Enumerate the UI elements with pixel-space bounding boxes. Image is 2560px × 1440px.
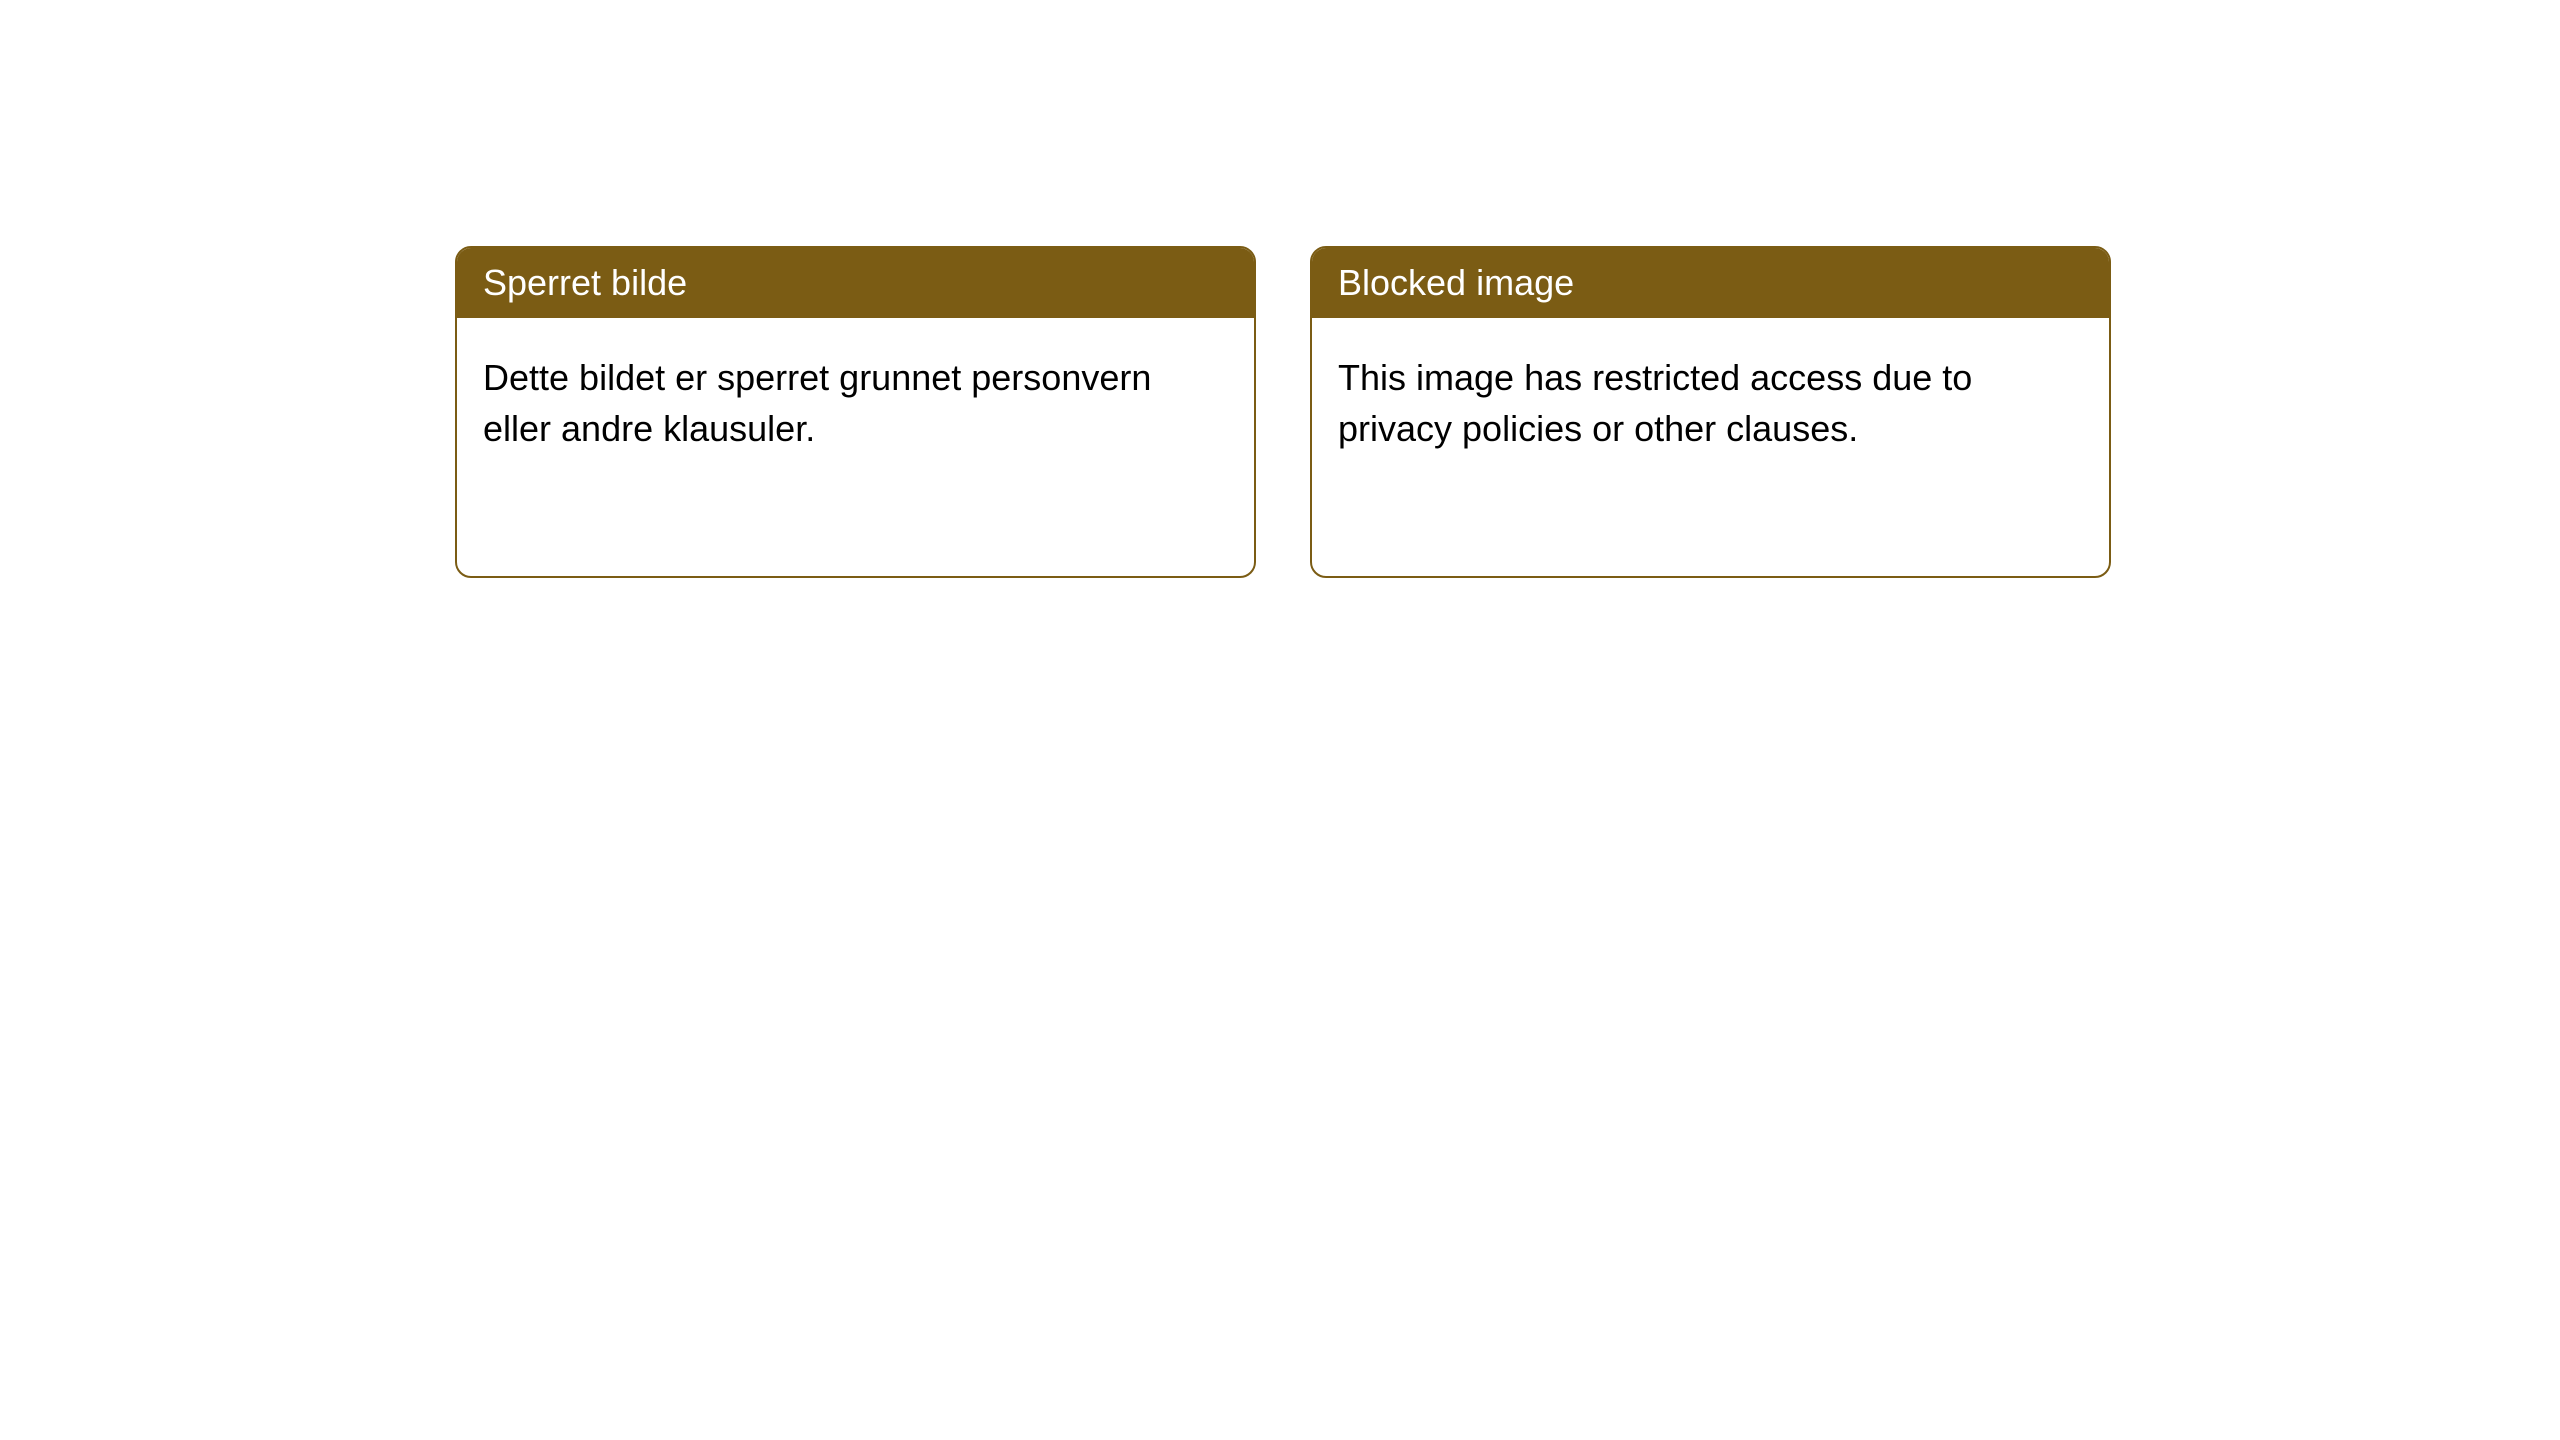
notice-card-english: Blocked image This image has restricted … [1310,246,2111,578]
notice-body: Dette bildet er sperret grunnet personve… [457,318,1254,488]
notice-body: This image has restricted access due to … [1312,318,2109,488]
notice-card-norwegian: Sperret bilde Dette bildet er sperret gr… [455,246,1256,578]
notice-title: Blocked image [1312,248,2109,318]
notice-title: Sperret bilde [457,248,1254,318]
notice-container: Sperret bilde Dette bildet er sperret gr… [0,0,2560,578]
